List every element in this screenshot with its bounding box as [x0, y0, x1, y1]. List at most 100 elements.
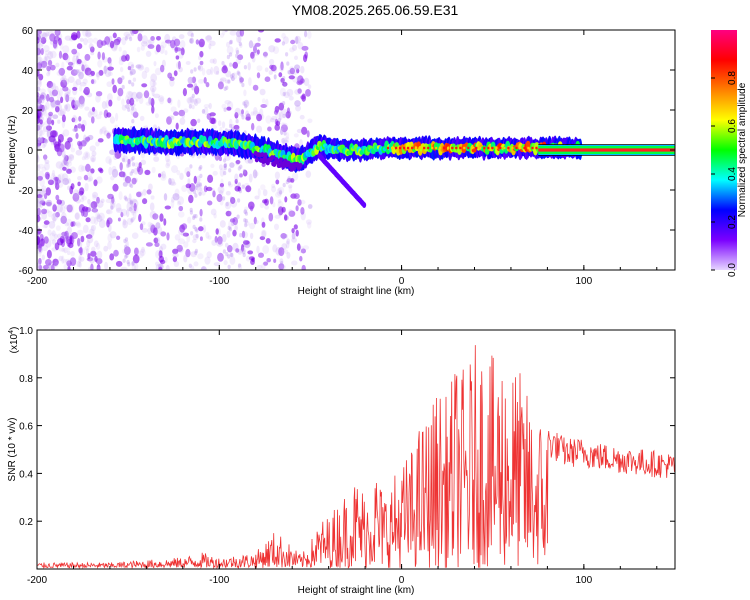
noise-dot [131, 260, 135, 266]
noise-dot [90, 168, 95, 174]
noise-dot [280, 137, 288, 144]
noise-dot [190, 265, 195, 270]
noise-dot [138, 213, 142, 223]
noise-dot [288, 186, 293, 194]
noise-dot [229, 62, 233, 67]
noise-dot [154, 113, 159, 119]
noise-dot [69, 141, 74, 149]
noise-dot [52, 40, 58, 49]
y-tick-label: -40 [19, 226, 34, 237]
noise-dot [219, 183, 224, 188]
noise-dot [131, 119, 135, 124]
noise-dot [305, 219, 312, 225]
noise-dot [122, 181, 128, 187]
noise-dot [37, 194, 43, 199]
noise-dot [45, 31, 50, 37]
noise-dot [37, 236, 41, 245]
noise-dot [43, 154, 48, 160]
noise-dot [37, 207, 41, 216]
noise-dot [228, 40, 233, 45]
colorbar-tick-label: 0.8 [727, 71, 738, 85]
noise-dot [235, 119, 239, 124]
noise-dot [95, 242, 101, 250]
noise-dot [95, 258, 103, 265]
noise-dot [169, 97, 173, 106]
noise-dot [236, 50, 240, 55]
noise-dot [185, 248, 191, 258]
ridge-core [419, 146, 422, 150]
noise-dot [60, 77, 66, 83]
noise-dot [41, 245, 48, 251]
noise-dot [243, 209, 248, 215]
noise-dot [83, 134, 87, 143]
noise-dot [192, 234, 199, 241]
noise-dot [131, 232, 139, 239]
noise-dot [72, 55, 76, 65]
ridge-core [467, 146, 470, 150]
noise-dot [164, 205, 171, 210]
x-tick-label: 100 [576, 276, 593, 287]
noise-dot [288, 210, 296, 217]
noise-dot [201, 67, 206, 76]
noise-dot [228, 227, 232, 232]
noise-dot [281, 41, 285, 46]
noise-dot [95, 94, 101, 103]
noise-dot [286, 251, 291, 259]
noise-dot [51, 119, 55, 126]
noise-dot [131, 264, 137, 270]
noise-dot [181, 113, 186, 119]
noise-dot [131, 155, 135, 161]
noise-dot [61, 114, 66, 123]
noise-dot [254, 49, 260, 56]
noise-dot [242, 101, 246, 106]
noise-dot [37, 43, 44, 48]
noise-dot [62, 166, 67, 171]
noise-dot [245, 116, 251, 121]
noise-dot [130, 183, 134, 189]
noise-dot [147, 44, 155, 49]
noise-dot [82, 64, 88, 71]
snr-plot-area [37, 345, 675, 569]
ridge-core [439, 146, 442, 150]
noise-dot [265, 115, 272, 124]
noise-dot [288, 96, 294, 101]
noise-dot [180, 47, 185, 56]
noise-dot [199, 217, 203, 222]
ridge-core [411, 146, 414, 150]
noise-dot [140, 159, 147, 165]
noise-dot [81, 124, 86, 132]
noise-dot [46, 71, 51, 77]
noise-dot [197, 186, 203, 196]
noise-dot [278, 190, 283, 195]
noise-dot [212, 190, 216, 198]
noise-dot [37, 97, 41, 106]
noise-dot [224, 201, 232, 210]
colorbar-tick-label: 0.0 [727, 263, 738, 277]
noise-dot [194, 214, 198, 219]
noise-dot [267, 126, 272, 132]
noise-dot [197, 64, 204, 72]
flat-band-core [538, 148, 675, 152]
noise-dot [77, 176, 82, 181]
noise-dot [100, 127, 107, 134]
noise-dot [176, 244, 183, 252]
ridge-core [399, 146, 402, 150]
noise-dot [44, 50, 52, 55]
noise-dot [113, 154, 118, 160]
noise-dot [49, 64, 56, 71]
colorbar-label: Normalized spectral amplitude [737, 82, 748, 217]
noise-dot [129, 171, 133, 176]
noise-dot [37, 231, 41, 236]
noise-dot [273, 109, 279, 115]
noise-dot [51, 213, 58, 222]
noise-dot [83, 37, 88, 46]
noise-dot [224, 79, 231, 84]
noise-dot [174, 234, 181, 241]
noise-dot [191, 86, 195, 91]
noise-dot [131, 91, 138, 100]
noise-dot [121, 157, 126, 163]
noise-dot [307, 204, 313, 209]
noise-dot [91, 106, 96, 112]
noise-dot [58, 67, 66, 76]
noise-dot [82, 224, 89, 234]
